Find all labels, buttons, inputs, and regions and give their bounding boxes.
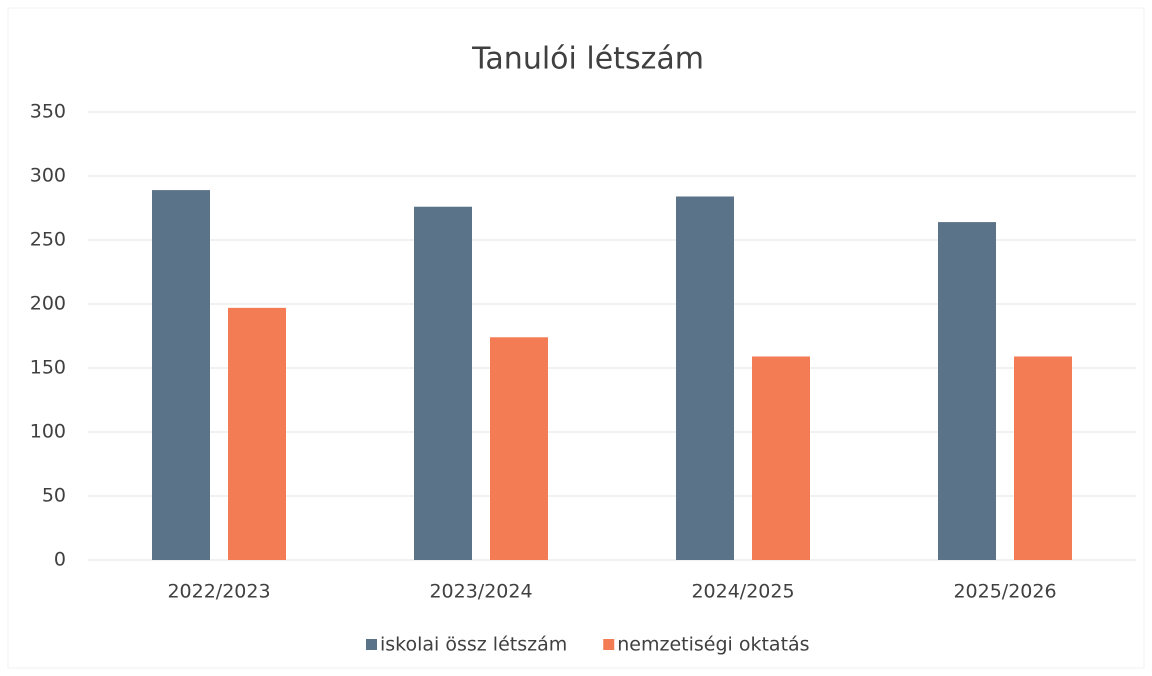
chart-title: Tanulói létszám — [471, 42, 704, 77]
y-tick-label: 0 — [54, 549, 66, 571]
bar — [676, 196, 734, 561]
y-tick-label: 100 — [30, 421, 66, 443]
y-tick-label: 300 — [30, 165, 66, 187]
legend-swatch — [603, 639, 615, 650]
bar — [752, 356, 810, 560]
x-tick-label: 2022/2023 — [167, 581, 270, 603]
bar — [490, 337, 548, 560]
bar — [938, 222, 996, 560]
bar — [228, 307, 286, 560]
x-tick-label: 2025/2026 — [953, 581, 1056, 603]
x-tick-label: 2024/2025 — [691, 581, 794, 603]
legend-label: iskolai össz létszám — [380, 634, 567, 656]
bar — [1014, 356, 1072, 560]
bar — [152, 190, 210, 560]
bar — [414, 206, 472, 560]
y-tick-label: 50 — [42, 485, 66, 507]
y-tick-label: 250 — [30, 229, 66, 251]
y-tick-label: 350 — [30, 101, 66, 123]
legend-label: nemzetiségi oktatás — [617, 634, 809, 656]
y-tick-label: 200 — [30, 293, 66, 315]
x-tick-label: 2023/2024 — [429, 581, 532, 603]
y-tick-label: 150 — [30, 357, 66, 379]
legend-swatch — [366, 639, 377, 650]
